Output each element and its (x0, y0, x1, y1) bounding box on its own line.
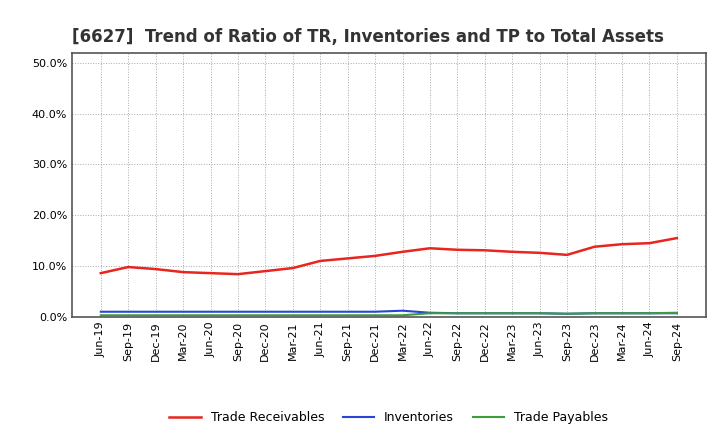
Trade Payables (480, 311, 489, 316)
Line: Trade Receivables: Trade Receivables (101, 238, 677, 274)
Trade Receivables (316, 258, 325, 264)
Inventories (124, 309, 132, 314)
Trade Payables (672, 310, 681, 315)
Trade Receivables (96, 271, 105, 276)
Inventories (563, 311, 572, 316)
Inventories (343, 309, 352, 314)
Inventories (151, 309, 160, 314)
Trade Payables (536, 311, 544, 316)
Trade Receivables (151, 267, 160, 272)
Inventories (289, 309, 297, 314)
Inventories (426, 310, 434, 315)
Inventories (480, 311, 489, 316)
Inventories (233, 309, 242, 314)
Trade Receivables (289, 265, 297, 271)
Trade Receivables (233, 271, 242, 277)
Trade Receivables (453, 247, 462, 253)
Trade Payables (590, 311, 599, 316)
Inventories (672, 311, 681, 316)
Trade Payables (371, 313, 379, 318)
Trade Payables (261, 313, 270, 318)
Trade Payables (398, 313, 407, 318)
Trade Payables (124, 313, 132, 318)
Trade Receivables (206, 271, 215, 276)
Line: Inventories: Inventories (101, 311, 677, 314)
Trade Receivables (343, 256, 352, 261)
Inventories (453, 311, 462, 316)
Inventories (398, 308, 407, 313)
Inventories (645, 311, 654, 316)
Trade Receivables (371, 253, 379, 259)
Trade Payables (151, 313, 160, 318)
Inventories (206, 309, 215, 314)
Trade Receivables (508, 249, 516, 254)
Trade Payables (618, 311, 626, 316)
Inventories (316, 309, 325, 314)
Inventories (179, 309, 187, 314)
Trade Payables (343, 313, 352, 318)
Trade Receivables (398, 249, 407, 254)
Inventories (508, 311, 516, 316)
Trade Receivables (563, 252, 572, 257)
Trade Payables (179, 313, 187, 318)
Inventories (536, 311, 544, 316)
Line: Trade Payables: Trade Payables (101, 313, 677, 315)
Trade Receivables (618, 242, 626, 247)
Trade Payables (426, 311, 434, 316)
Trade Payables (563, 311, 572, 316)
Inventories (371, 309, 379, 314)
Trade Payables (453, 311, 462, 316)
Trade Receivables (645, 241, 654, 246)
Trade Receivables (179, 269, 187, 275)
Inventories (618, 311, 626, 316)
Legend: Trade Receivables, Inventories, Trade Payables: Trade Receivables, Inventories, Trade Pa… (164, 407, 613, 429)
Trade Receivables (480, 248, 489, 253)
Text: [6627]  Trend of Ratio of TR, Inventories and TP to Total Assets: [6627] Trend of Ratio of TR, Inventories… (72, 28, 664, 46)
Inventories (96, 309, 105, 314)
Trade Payables (233, 313, 242, 318)
Trade Receivables (672, 235, 681, 241)
Trade Receivables (261, 268, 270, 274)
Trade Payables (645, 311, 654, 316)
Inventories (590, 311, 599, 316)
Trade Receivables (426, 246, 434, 251)
Trade Payables (96, 313, 105, 318)
Trade Payables (289, 313, 297, 318)
Trade Receivables (536, 250, 544, 256)
Trade Receivables (590, 244, 599, 249)
Inventories (261, 309, 270, 314)
Trade Payables (508, 311, 516, 316)
Trade Receivables (124, 264, 132, 270)
Trade Payables (316, 313, 325, 318)
Trade Payables (206, 313, 215, 318)
